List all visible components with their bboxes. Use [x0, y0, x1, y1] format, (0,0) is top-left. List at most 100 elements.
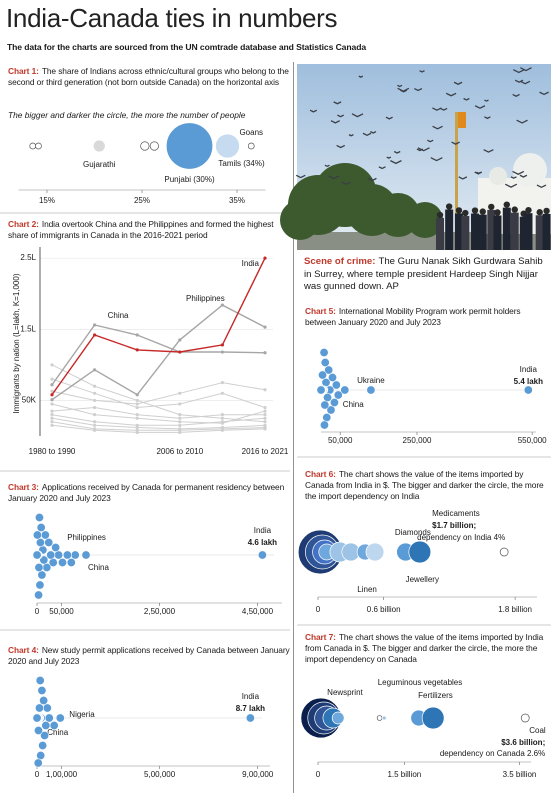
photo-bird [516, 119, 528, 124]
point-label: China [47, 728, 68, 737]
line-point [93, 333, 97, 337]
photo-person-head [525, 206, 532, 214]
series-line [51, 378, 266, 409]
chart-title: Chart 1: The share of Indians across ethn… [8, 66, 290, 88]
page-subtitle: The data for the charts are sourced from… [7, 42, 367, 52]
line-point [178, 402, 182, 406]
chart-label: Chart 6: [305, 469, 336, 479]
photo-bird [519, 174, 528, 178]
photo-tree [280, 200, 320, 240]
caption-lead: Scene of crime: [304, 256, 376, 267]
bubble [29, 142, 37, 150]
x-tick-label: 250,000 [403, 436, 432, 445]
bubble [247, 142, 255, 150]
photo-person-body [487, 209, 496, 250]
x-tick-label: 550,000 [518, 436, 547, 445]
strip-dot [35, 537, 45, 547]
photo-bird [330, 120, 341, 124]
photo-bird [385, 116, 393, 120]
chart-label: Chart 3: [8, 482, 39, 492]
line-point [50, 409, 54, 413]
photo-person-head [445, 203, 453, 210]
line-point [50, 383, 54, 387]
chart-title: Chart 7: The chart shows the value of the… [305, 632, 551, 665]
bubble [331, 711, 345, 725]
point-label: Diamonds [395, 528, 431, 537]
photo-bird [416, 148, 424, 152]
photo-person-body [471, 213, 480, 250]
x-tick-label: 2016 to 2021 [242, 447, 289, 456]
line-point [135, 405, 139, 410]
line-point [263, 409, 267, 413]
strip-dot [38, 740, 48, 750]
strip-dot [319, 420, 329, 430]
bubble [215, 133, 240, 159]
x-tick-label: 0 [316, 770, 321, 779]
line-point [220, 420, 224, 424]
line-point [135, 413, 139, 417]
line-point [93, 384, 97, 388]
bubble [165, 122, 214, 170]
line-point [178, 420, 182, 424]
strip-dot [35, 580, 45, 590]
photo-bird [474, 171, 483, 175]
photo-person-body [454, 213, 463, 250]
line-point [263, 405, 267, 410]
photo-bird [336, 144, 346, 149]
bubble [140, 141, 150, 151]
y-tick-label: 50K [22, 396, 37, 405]
photo-bird [445, 92, 457, 97]
photo-bird [463, 97, 470, 101]
photo-bird [514, 79, 524, 83]
point-label: Goans [239, 128, 263, 137]
line-point [220, 303, 224, 307]
line-point [50, 423, 54, 427]
photo-bird [453, 81, 463, 85]
strip-dot [37, 685, 47, 695]
line-point [93, 323, 97, 327]
strip-dot [49, 720, 59, 730]
strip-dot [44, 537, 54, 547]
line-point [50, 420, 54, 424]
photo-person-head [455, 207, 463, 214]
photo-person-body [535, 215, 544, 250]
x-tick-label: 50,000 [328, 436, 353, 445]
line-point [135, 393, 139, 397]
photo-bird [427, 139, 434, 143]
y-tick-label: 1.5L [20, 324, 36, 333]
chart-label: Chart 7: [305, 632, 336, 642]
line-point [50, 363, 54, 367]
point-label: Fertilizers [418, 691, 453, 700]
line-point [178, 423, 182, 427]
chart-title: Chart 2: India overtook China and the Phi… [8, 219, 290, 241]
series-label: China [108, 311, 129, 320]
strip-dot [81, 550, 91, 560]
point-label: Jewellery [406, 575, 439, 584]
line-point [93, 428, 97, 432]
line-point [263, 416, 267, 420]
photo-bird [358, 75, 364, 78]
chart-label: Chart 2: [8, 219, 39, 229]
line-point [135, 430, 139, 435]
point-label: Ukraine [357, 376, 385, 385]
line-point [220, 343, 224, 347]
point-note: dependency on India 4% [417, 533, 505, 542]
strip-dot [329, 397, 339, 407]
strip-dot [34, 590, 44, 600]
photo-bird [432, 125, 443, 130]
value-label: $1.7 billion; [432, 521, 476, 530]
line-point [93, 398, 97, 403]
strip-dot [51, 542, 61, 552]
x-tick-label: 4,50,000 [242, 607, 274, 616]
photo-bird [362, 132, 372, 137]
x-tick-label: 0 [316, 605, 321, 614]
strip-dot [316, 385, 326, 395]
chart-label: Chart 5: [305, 306, 336, 316]
line-point [178, 338, 182, 342]
line-point [93, 391, 97, 395]
x-tick-label: 15% [39, 196, 55, 205]
photo-pole [455, 112, 458, 234]
strip-dot [33, 758, 43, 768]
photo-person-head [494, 209, 501, 216]
